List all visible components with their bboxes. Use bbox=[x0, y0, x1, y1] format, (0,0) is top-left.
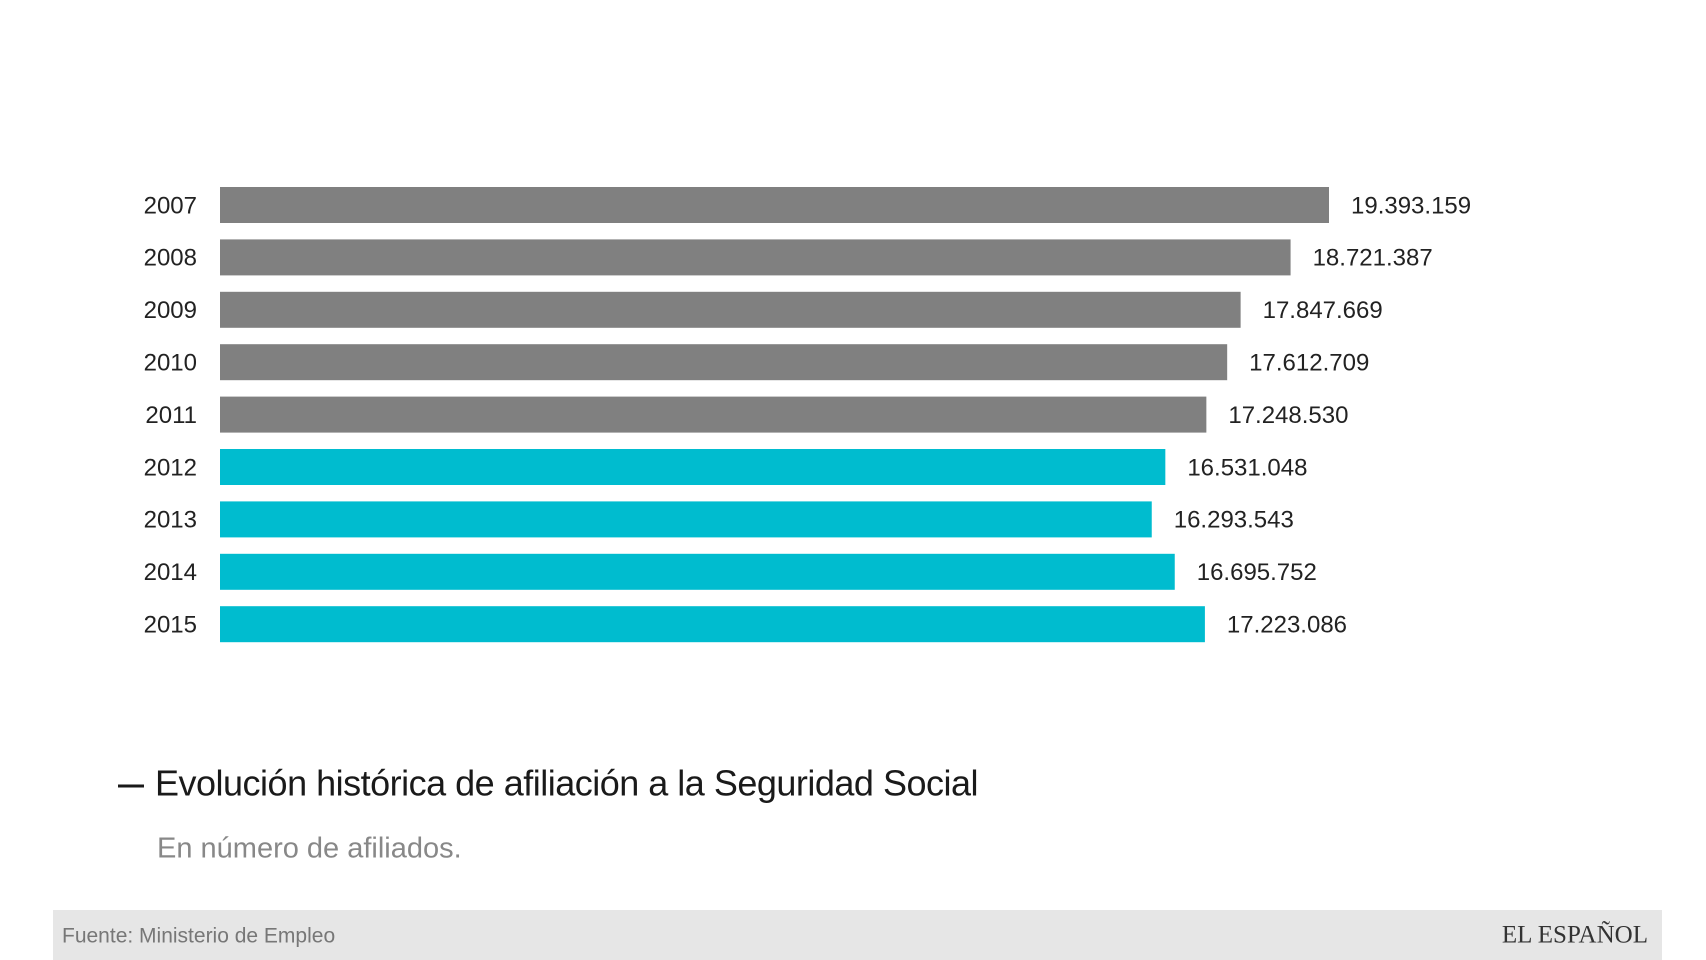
y-tick-label: 2012 bbox=[144, 454, 197, 481]
chart-title: Evolución histórica de afiliación a la S… bbox=[155, 763, 978, 804]
value-label: 16.695.752 bbox=[1197, 559, 1317, 586]
value-label: 17.248.530 bbox=[1228, 402, 1348, 429]
value-label: 17.612.709 bbox=[1249, 350, 1369, 377]
bar bbox=[220, 396, 1207, 433]
y-tick-label: 2015 bbox=[144, 612, 197, 639]
value-label: 16.293.543 bbox=[1174, 507, 1294, 534]
value-label: 16.531.048 bbox=[1187, 454, 1307, 481]
footer-bar bbox=[53, 910, 1662, 960]
y-tick-label: 2014 bbox=[144, 559, 197, 586]
bar bbox=[220, 187, 1329, 223]
y-tick-label: 2009 bbox=[144, 297, 197, 324]
y-tick-label: 2013 bbox=[144, 507, 197, 534]
bar bbox=[220, 553, 1175, 590]
bar bbox=[220, 291, 1241, 328]
y-tick-label: 2007 bbox=[144, 192, 197, 219]
y-tick-label: 2008 bbox=[144, 245, 197, 272]
brand-logo: EL ESPAÑOL bbox=[1502, 921, 1648, 949]
bar bbox=[220, 449, 1166, 485]
chart-subtitle: En número de afiliados. bbox=[157, 833, 462, 865]
value-label: 17.847.669 bbox=[1263, 297, 1383, 324]
bar bbox=[220, 606, 1205, 643]
bar bbox=[220, 344, 1228, 381]
value-label: 18.721.387 bbox=[1313, 245, 1433, 272]
y-tick-label: 2011 bbox=[145, 402, 197, 429]
bar bbox=[220, 501, 1152, 538]
bar bbox=[220, 239, 1291, 276]
value-label: 19.393.159 bbox=[1351, 192, 1471, 219]
source-note: Fuente: Ministerio de Empleo bbox=[62, 925, 335, 948]
value-label: 17.223.086 bbox=[1227, 612, 1347, 639]
y-tick-label: 2010 bbox=[144, 350, 197, 377]
